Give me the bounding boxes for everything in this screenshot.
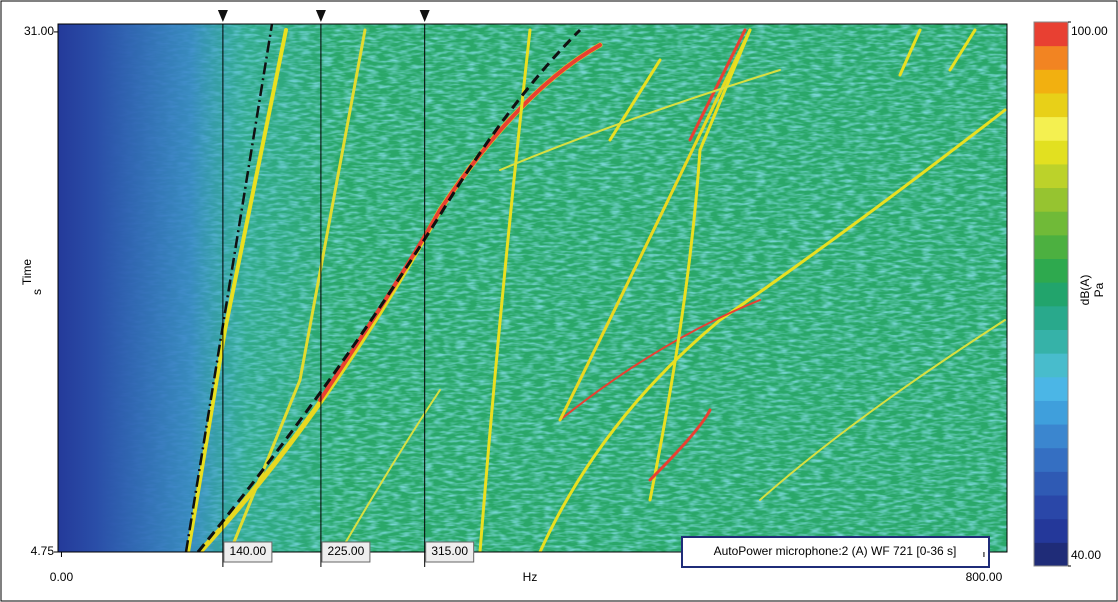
colorbar-cell — [1034, 542, 1068, 566]
y-axis-label: Time — [20, 259, 34, 286]
colorbar-cell — [1034, 329, 1068, 353]
colorbar-cell — [1034, 235, 1068, 259]
colorbar-cell — [1034, 471, 1068, 495]
colorbar-cell — [1034, 424, 1068, 448]
colorbar-cell — [1034, 164, 1068, 188]
y-axis-unit: s — [30, 289, 44, 295]
colorbar-cell — [1034, 22, 1068, 46]
colorbar-cell — [1034, 69, 1068, 93]
colorbar-cell — [1034, 188, 1068, 212]
x-tick-label: 800.00 — [966, 570, 1003, 584]
colorbar-unit: Pa — [1092, 282, 1106, 297]
colorbar-tick-label: 100.00 — [1071, 24, 1108, 38]
chart: Time s Hz AutoPower microphone:2 (A) WF … — [0, 0, 1118, 602]
cursor-label: 315.00 — [431, 544, 468, 558]
y-tick-label: 31.00 — [24, 24, 54, 38]
y-tick-label: 4.75 — [31, 544, 55, 558]
colorbar-cell — [1034, 282, 1068, 306]
colorbar-cell — [1034, 259, 1068, 283]
legend-title: AutoPower microphone:2 (A) WF 721 [0-36 … — [714, 544, 957, 558]
colorbar-cell — [1034, 93, 1068, 117]
colorbar-label: dB(A) — [1078, 275, 1092, 306]
x-tick-label: 0.00 — [50, 570, 74, 584]
cursor-label: 140.00 — [230, 544, 267, 558]
colorbar-cell — [1034, 377, 1068, 401]
spectrogram-image — [58, 24, 1007, 552]
colorbar-cell — [1034, 140, 1068, 164]
colorbar-cell — [1034, 46, 1068, 70]
colorbar-cell — [1034, 495, 1068, 519]
cursor-label: 225.00 — [328, 544, 365, 558]
colorbar-cell — [1034, 353, 1068, 377]
x-axis-label: Hz — [523, 570, 538, 584]
colorbar-cell — [1034, 117, 1068, 141]
colorbar-cell — [1034, 448, 1068, 472]
colorbar-tick-label: 40.00 — [1071, 548, 1101, 562]
colorbar-cell — [1034, 211, 1068, 235]
colorbar-cell — [1034, 400, 1068, 424]
colorbar-cell — [1034, 306, 1068, 330]
colorbar-cell — [1034, 519, 1068, 543]
